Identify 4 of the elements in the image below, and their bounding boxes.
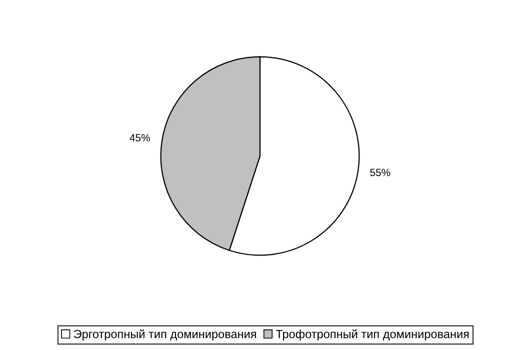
legend-label: Эрготропный тип доминирования [74,329,256,341]
data-label: 45% [130,134,150,142]
legend-label: Трофотропный тип доминирования [276,329,469,341]
data-label: 55% [370,168,390,176]
